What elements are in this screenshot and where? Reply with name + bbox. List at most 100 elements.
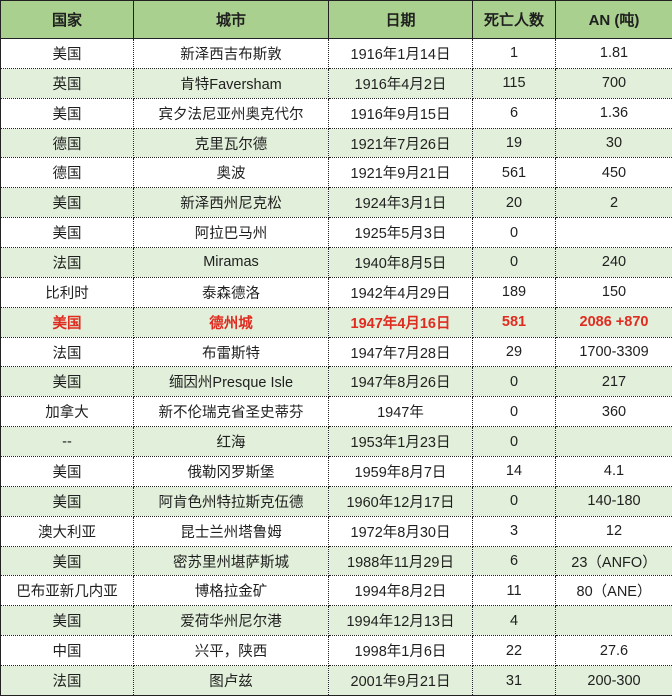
cell-city: 缅因州Presque Isle [133,366,329,398]
cell-an: 1.81 [555,38,672,69]
cell-date: 1924年3月1日 [328,187,473,219]
header-cell-deaths: 死亡人数 [472,0,556,39]
cell-country: 德国 [0,157,134,189]
cell-city: 博格拉金矿 [133,575,329,607]
cell-deaths: 0 [472,366,556,398]
cell-city: 布雷斯特 [133,336,329,368]
cell-an: 217 [555,366,672,398]
table-row: 巴布亚新几内亚 博格拉金矿 1994年8月2日 11 80（ANE） [0,575,672,607]
cell-country: 美国 [0,605,134,637]
cell-date: 1998年1月6日 [328,635,473,667]
cell-deaths: 0 [472,485,556,517]
cell-deaths: 14 [472,456,556,487]
cell-country: -- [0,426,134,458]
header-cell-an: AN (吨) [555,0,672,39]
cell-country: 美国 [0,187,134,219]
cell-city: 新不伦瑞克省圣史蒂芬 [133,396,329,428]
cell-date: 1947年 [328,396,473,428]
cell-country: 美国 [0,456,134,487]
cell-country: 巴布亚新几内亚 [0,575,134,607]
cell-date: 1947年7月28日 [328,336,473,368]
cell-deaths: 561 [472,157,556,189]
cell-country: 法国 [0,336,134,368]
cell-city: 兴平，陕西 [133,635,329,667]
table-head: 国家 城市 日期 死亡人数 AN (吨) [0,0,672,39]
cell-city: 红海 [133,426,329,458]
table-row: 美国 德州城 1947年4月16日 581 2086 +870 [0,306,672,338]
cell-an: 1700-3309 [555,336,672,368]
cell-an: 140-180 [555,485,672,517]
cell-date: 1921年9月21日 [328,157,473,189]
cell-deaths: 0 [472,426,556,458]
cell-city: 阿拉巴马州 [133,217,329,249]
cell-deaths: 19 [472,127,556,159]
table-row: 美国 阿拉巴马州 1925年5月3日 0 [0,217,672,249]
cell-an: 150 [555,276,672,308]
table-row: 英国 肯特Faversham 1916年4月2日 115 700 [0,67,672,99]
cell-country: 中国 [0,635,134,667]
table-row: 德国 克里瓦尔德 1921年7月26日 19 30 [0,127,672,159]
cell-deaths: 1 [472,38,556,69]
cell-date: 1959年8月7日 [328,456,473,487]
cell-deaths: 189 [472,276,556,308]
cell-country: 美国 [0,306,134,338]
cell-deaths: 22 [472,635,556,667]
cell-city: 阿肯色州特拉斯克伍德 [133,485,329,517]
cell-deaths: 11 [472,575,556,607]
cell-an: 30 [555,127,672,159]
cell-country: 比利时 [0,276,134,308]
cell-deaths: 31 [472,665,556,696]
cell-date: 1916年4月2日 [328,67,473,99]
cell-an: 2086 +870 [555,306,672,338]
table-row: 比利时 泰森德洛 1942年4月29日 189 150 [0,276,672,308]
cell-city: 密苏里州堪萨斯城 [133,545,329,577]
cell-date: 1925年5月3日 [328,217,473,249]
table-row: 美国 密苏里州堪萨斯城 1988年11月29日 6 23（ANFO） [0,545,672,577]
cell-date: 1994年12月13日 [328,605,473,637]
header-cell-date: 日期 [328,0,473,39]
cell-deaths: 6 [472,545,556,577]
cell-city: 奥波 [133,157,329,189]
cell-an: 23（ANFO） [555,545,672,577]
header-cell-city: 城市 [133,0,329,39]
cell-city: 泰森德洛 [133,276,329,308]
cell-date: 1940年8月5日 [328,247,473,278]
cell-country: 澳大利亚 [0,515,134,547]
cell-an: 700 [555,67,672,99]
cell-deaths: 3 [472,515,556,547]
cell-city: 昆士兰州塔鲁姆 [133,515,329,547]
cell-an: 12 [555,515,672,547]
table-row: 德国 奥波 1921年9月21日 561 450 [0,157,672,189]
cell-an: 450 [555,157,672,189]
cell-country: 法国 [0,247,134,278]
cell-city: 图卢兹 [133,665,329,696]
cell-date: 1916年9月15日 [328,97,473,129]
table-row: 法国 布雷斯特 1947年7月28日 29 1700-3309 [0,336,672,368]
cell-date: 1988年11月29日 [328,545,473,577]
table-row: 美国 俄勒冈罗斯堡 1959年8月7日 14 4.1 [0,456,672,487]
cell-city: 爱荷华州尼尔港 [133,605,329,637]
table-row: 美国 新泽西州尼克松 1924年3月1日 20 2 [0,187,672,219]
table-row: 中国 兴平，陕西 1998年1月6日 22 27.6 [0,635,672,667]
table-row: 美国 新泽西吉布斯敦 1916年1月14日 1 1.81 [0,38,672,69]
cell-an: 80（ANE） [555,575,672,607]
cell-country: 美国 [0,485,134,517]
cell-country: 美国 [0,545,134,577]
cell-deaths: 20 [472,187,556,219]
cell-deaths: 0 [472,217,556,249]
cell-city: 肯特Faversham [133,67,329,99]
table-row: 法国 图卢兹 2001年9月21日 31 200-300 [0,665,672,696]
table-row: 美国 爱荷华州尼尔港 1994年12月13日 4 [0,605,672,637]
cell-date: 1960年12月17日 [328,485,473,517]
cell-date: 1947年8月26日 [328,366,473,398]
table-row: 法国 Miramas 1940年8月5日 0 240 [0,247,672,278]
cell-an: 240 [555,247,672,278]
cell-an: 1.36 [555,97,672,129]
cell-an: 27.6 [555,635,672,667]
cell-city: 德州城 [133,306,329,338]
cell-date: 1994年8月2日 [328,575,473,607]
table-row: -- 红海 1953年1月23日 0 [0,426,672,458]
cell-city: 俄勒冈罗斯堡 [133,456,329,487]
